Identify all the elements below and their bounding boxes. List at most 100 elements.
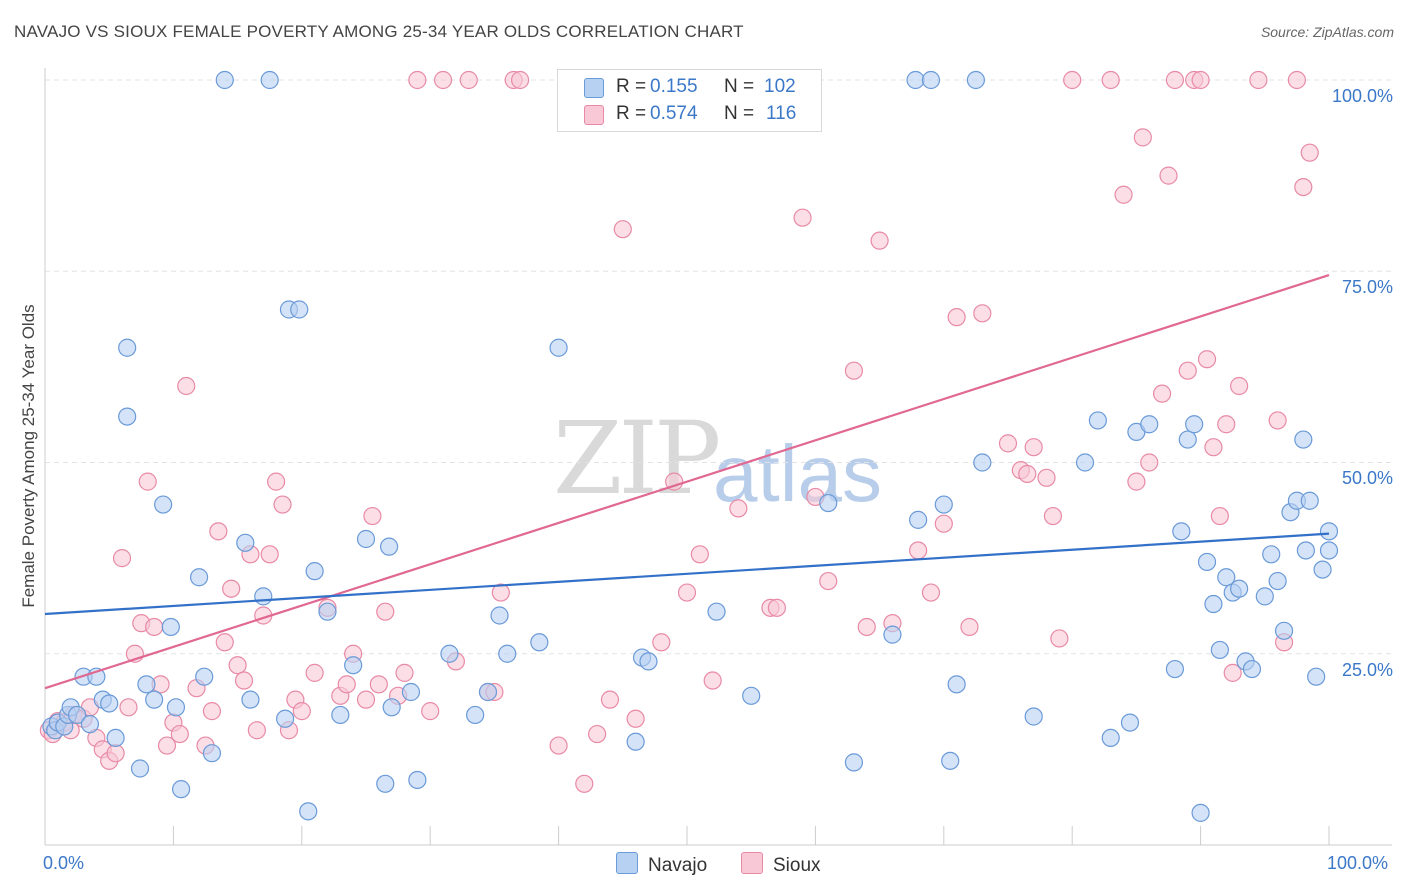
- trend-lines: [44, 274, 1330, 690]
- sioux-point: [1287, 70, 1307, 90]
- legend-item-sioux[interactable]: Sioux: [741, 852, 821, 877]
- navajo-point: [401, 682, 421, 702]
- sioux-point: [138, 472, 157, 491]
- navajo-series: [42, 70, 1339, 822]
- sioux-point: [960, 617, 979, 637]
- navajo-point: [344, 656, 363, 675]
- x-tick-label-min: 0.0%: [43, 853, 85, 873]
- sioux-point: [1230, 376, 1249, 396]
- navajo-point: [1230, 579, 1249, 598]
- navajo-point: [1191, 803, 1210, 822]
- navajo-point: [215, 70, 234, 90]
- navajo-point: [941, 751, 960, 770]
- sioux-point: [1197, 350, 1217, 369]
- sioux-point: [703, 671, 722, 690]
- sioux-point: [1268, 411, 1287, 430]
- navajo-point: [1294, 430, 1313, 449]
- navajo-point: [1300, 491, 1319, 510]
- sioux-point: [421, 702, 440, 721]
- navajo-point: [80, 715, 100, 734]
- navajo-point: [1217, 568, 1236, 587]
- navajo-point: [166, 698, 186, 717]
- navajo-point: [1197, 552, 1217, 572]
- navajo-point: [530, 633, 549, 652]
- sioux-point: [395, 663, 414, 682]
- sioux-point: [119, 698, 138, 717]
- axes: [44, 68, 1392, 846]
- sioux-point: [1127, 472, 1146, 491]
- y-axis-label: Female Poverty Among 25-34 Year Olds: [19, 304, 38, 608]
- sioux-r-value: 0.574: [650, 103, 698, 124]
- navajo-point: [254, 587, 273, 606]
- sioux-point: [356, 690, 376, 709]
- sioux-point: [909, 541, 928, 560]
- sioux-point: [1043, 506, 1063, 526]
- navajo-point: [549, 338, 568, 357]
- sioux-point: [292, 702, 311, 721]
- sioux-point: [1101, 70, 1120, 90]
- sioux-point: [652, 633, 671, 652]
- sioux-point: [1210, 506, 1229, 526]
- sioux-point: [1114, 185, 1133, 204]
- navajo-point: [1242, 659, 1262, 679]
- navajo-point: [490, 606, 509, 625]
- sioux-point: [1018, 464, 1037, 484]
- navajo-point: [318, 602, 337, 621]
- navajo-point: [1178, 430, 1197, 449]
- navajo-swatch: [584, 78, 604, 98]
- navajo-point: [260, 70, 279, 90]
- sioux-point: [170, 724, 189, 744]
- navajo-point: [299, 802, 318, 821]
- sioux-legend-swatch: [741, 852, 763, 874]
- navajo-legend-swatch: [616, 852, 638, 874]
- navajo-point: [1185, 415, 1204, 434]
- navajo-point: [1262, 545, 1281, 564]
- source-credit: Source: ZipAtlas.com: [1260, 24, 1394, 40]
- sioux-point: [613, 220, 632, 239]
- sioux-swatch: [584, 105, 604, 125]
- sioux-point: [408, 70, 427, 90]
- sioux-point: [459, 70, 478, 90]
- sioux-point: [947, 308, 966, 327]
- sioux-point: [767, 598, 786, 617]
- navajo-point: [376, 774, 395, 793]
- sioux-point: [337, 675, 356, 694]
- sioux-point: [1050, 629, 1069, 648]
- sioux-point: [1223, 663, 1242, 682]
- sioux-point: [1037, 468, 1056, 487]
- navajo-trend-line: [44, 532, 1330, 616]
- legend-item-navajo[interactable]: Navajo: [616, 852, 707, 877]
- navajo-point: [819, 493, 838, 513]
- navajo-point: [906, 70, 925, 90]
- sioux-point: [177, 376, 196, 396]
- navajo-point: [161, 617, 180, 637]
- sioux-point: [934, 514, 953, 533]
- sioux-point: [376, 602, 395, 621]
- sioux-point: [369, 675, 388, 694]
- navajo-point: [1024, 707, 1043, 726]
- sioux-point: [677, 583, 697, 602]
- navajo-point: [909, 510, 928, 529]
- navajo-point: [106, 728, 125, 748]
- sioux-point: [665, 472, 684, 491]
- navajo-point: [921, 70, 941, 90]
- navajo-point: [639, 652, 658, 671]
- sioux-point: [202, 702, 222, 721]
- navajo-point: [154, 495, 173, 514]
- navajo-point: [883, 625, 902, 644]
- sioux-point: [305, 663, 324, 682]
- navajo-point: [1101, 728, 1120, 748]
- sioux-n-label: N =: [724, 103, 755, 124]
- sioux-point: [510, 70, 530, 90]
- sioux-point: [1217, 415, 1236, 434]
- navajo-point: [1120, 713, 1140, 732]
- sioux-point: [222, 579, 241, 598]
- sioux-series: [39, 70, 1319, 793]
- navajo-point: [466, 705, 485, 725]
- navajo-point: [67, 705, 87, 725]
- navajo-point: [236, 533, 255, 552]
- navajo-point: [1319, 541, 1339, 560]
- navajo-point: [1307, 667, 1326, 686]
- sioux-point: [1191, 70, 1210, 90]
